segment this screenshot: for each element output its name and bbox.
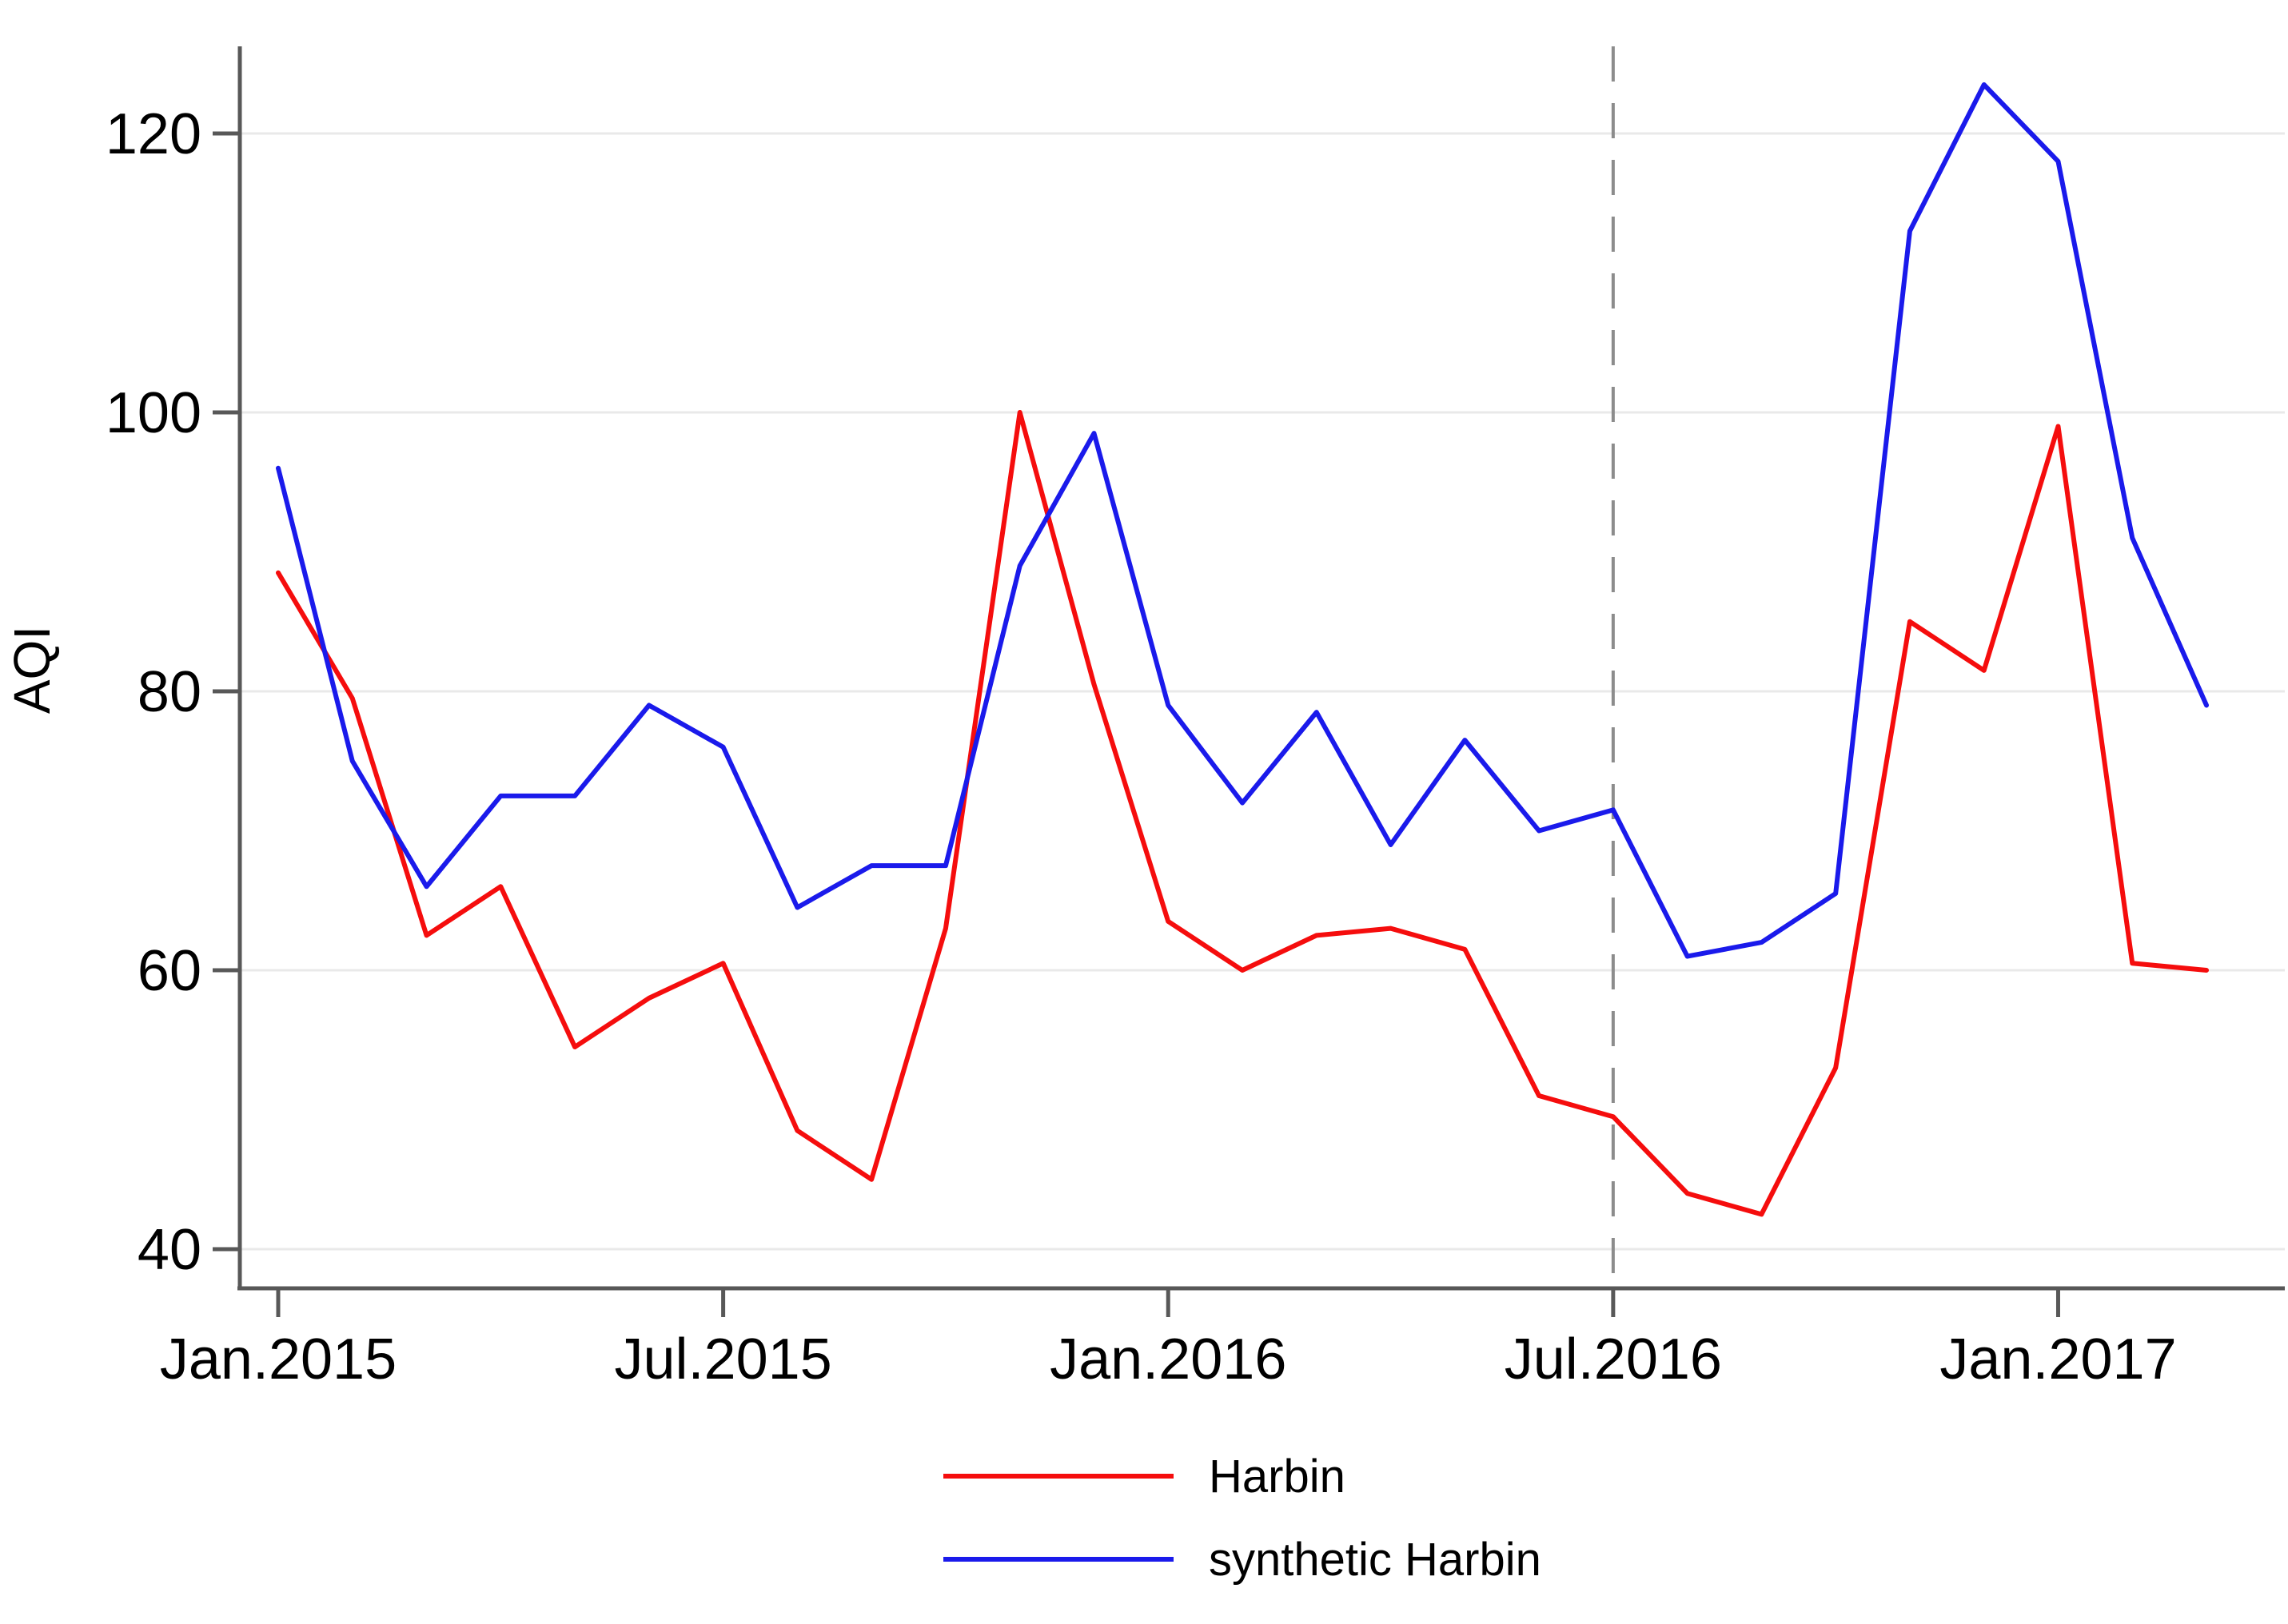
y-tick-label-60: 60	[138, 939, 201, 1003]
legend: Harbin synthetic Harbin	[943, 1451, 1541, 1586]
x-tick-label-Jan.2017: Jan.2017	[1939, 1327, 2176, 1391]
legend-label-synthetic-harbin: synthetic Harbin	[1209, 1534, 1541, 1586]
series-line-synthetic-harbin	[276, 82, 2210, 959]
tick-labels-group: 40 60 80 100 120 Jan.2015 Jul.2015 Jan.2016 Jul.…	[106, 102, 2177, 1391]
y-tick-label-40: 40	[138, 1218, 201, 1282]
y-tick-label-80: 80	[138, 660, 201, 724]
y-tick-label-100: 100	[106, 381, 201, 445]
y-axis-title: AQI	[3, 626, 61, 714]
x-tick-label-Jan.2016: Jan.2016	[1050, 1327, 1286, 1391]
series-line-harbin	[276, 410, 2210, 1217]
axes-group	[213, 46, 2285, 1317]
y-tick-label-120: 120	[106, 102, 201, 166]
gridlines-group	[241, 132, 2285, 1251]
legend-label-harbin: Harbin	[1209, 1451, 1345, 1503]
x-tick-label-Jul.2015: Jul.2015	[615, 1327, 832, 1391]
x-tick-label-Jul.2016: Jul.2016	[1505, 1327, 1722, 1391]
series-group	[276, 82, 2210, 1217]
x-tick-label-Jan.2015: Jan.2015	[160, 1327, 397, 1391]
